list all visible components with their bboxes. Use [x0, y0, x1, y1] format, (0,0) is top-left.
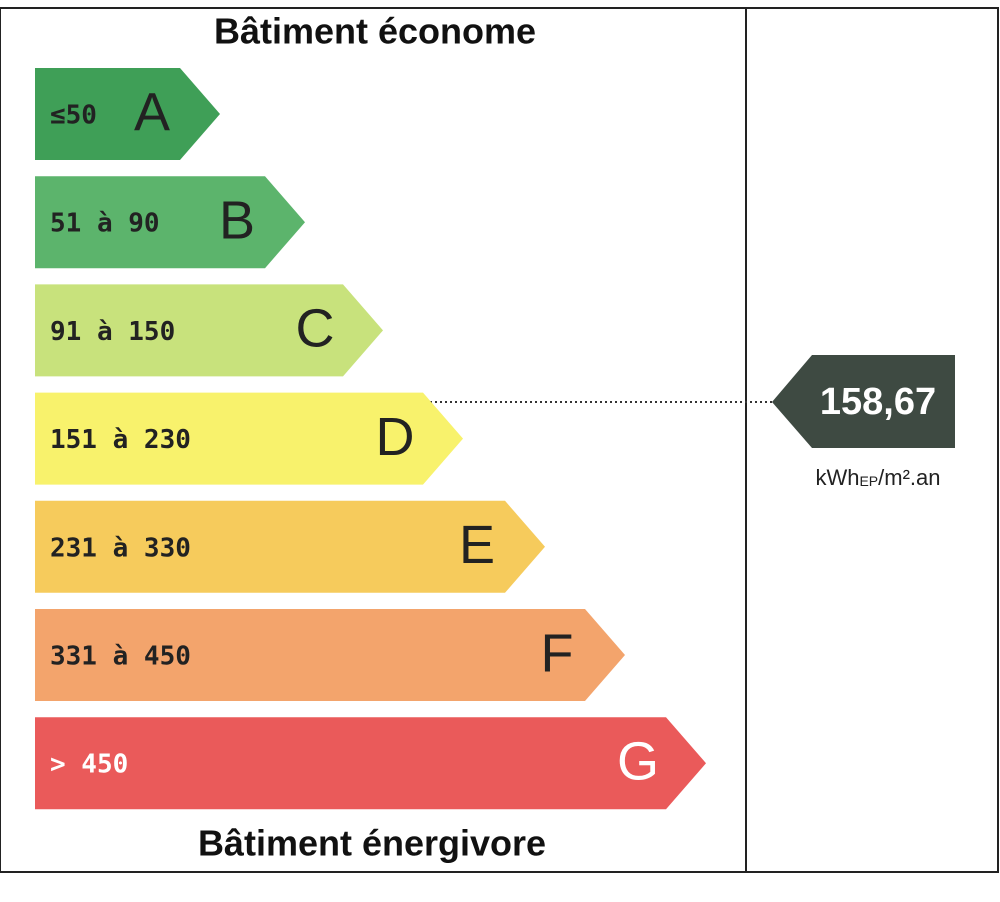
grade-range: > 450	[50, 750, 128, 780]
grade-arrow	[35, 284, 383, 377]
unit-main: kWh	[815, 465, 859, 490]
grade-arrow	[35, 176, 305, 269]
value-box	[745, 7, 999, 873]
value-arrow	[772, 355, 955, 448]
grade-letter: F	[541, 623, 574, 683]
grade-arrow	[35, 717, 706, 810]
grade-arrow	[35, 500, 545, 593]
grade-arrow	[35, 609, 625, 701]
grade-letter: B	[219, 190, 255, 250]
grade-arrow	[35, 68, 220, 160]
grade-letter: C	[296, 299, 335, 359]
grade-letter: D	[376, 407, 415, 467]
grade-range: ≤50	[50, 101, 97, 131]
grade-range: 151 à 230	[50, 425, 191, 455]
header-title: Bâtiment économe	[214, 11, 536, 52]
grade-range: 51 à 90	[50, 209, 160, 239]
grade-letter: E	[459, 515, 495, 575]
grade-arrow	[35, 392, 463, 485]
unit-text: kWhEP/m².an	[815, 465, 940, 490]
grade-list: ≤50 A 51 à 90 B 91 à 150 C 151 à 230 D 231 à 330…	[35, 68, 706, 810]
unit-sub: EP	[859, 473, 878, 489]
grade-range: 231 à 330	[50, 533, 191, 563]
value-text: 158,67	[820, 381, 936, 423]
grade-range: 91 à 150	[50, 317, 175, 347]
unit-rest: /m².an	[878, 465, 940, 490]
grade-letter: G	[617, 731, 659, 791]
grade-range: 331 à 450	[50, 642, 191, 672]
grade-letter: A	[134, 82, 170, 142]
footer-title: Bâtiment énergivore	[198, 823, 546, 864]
